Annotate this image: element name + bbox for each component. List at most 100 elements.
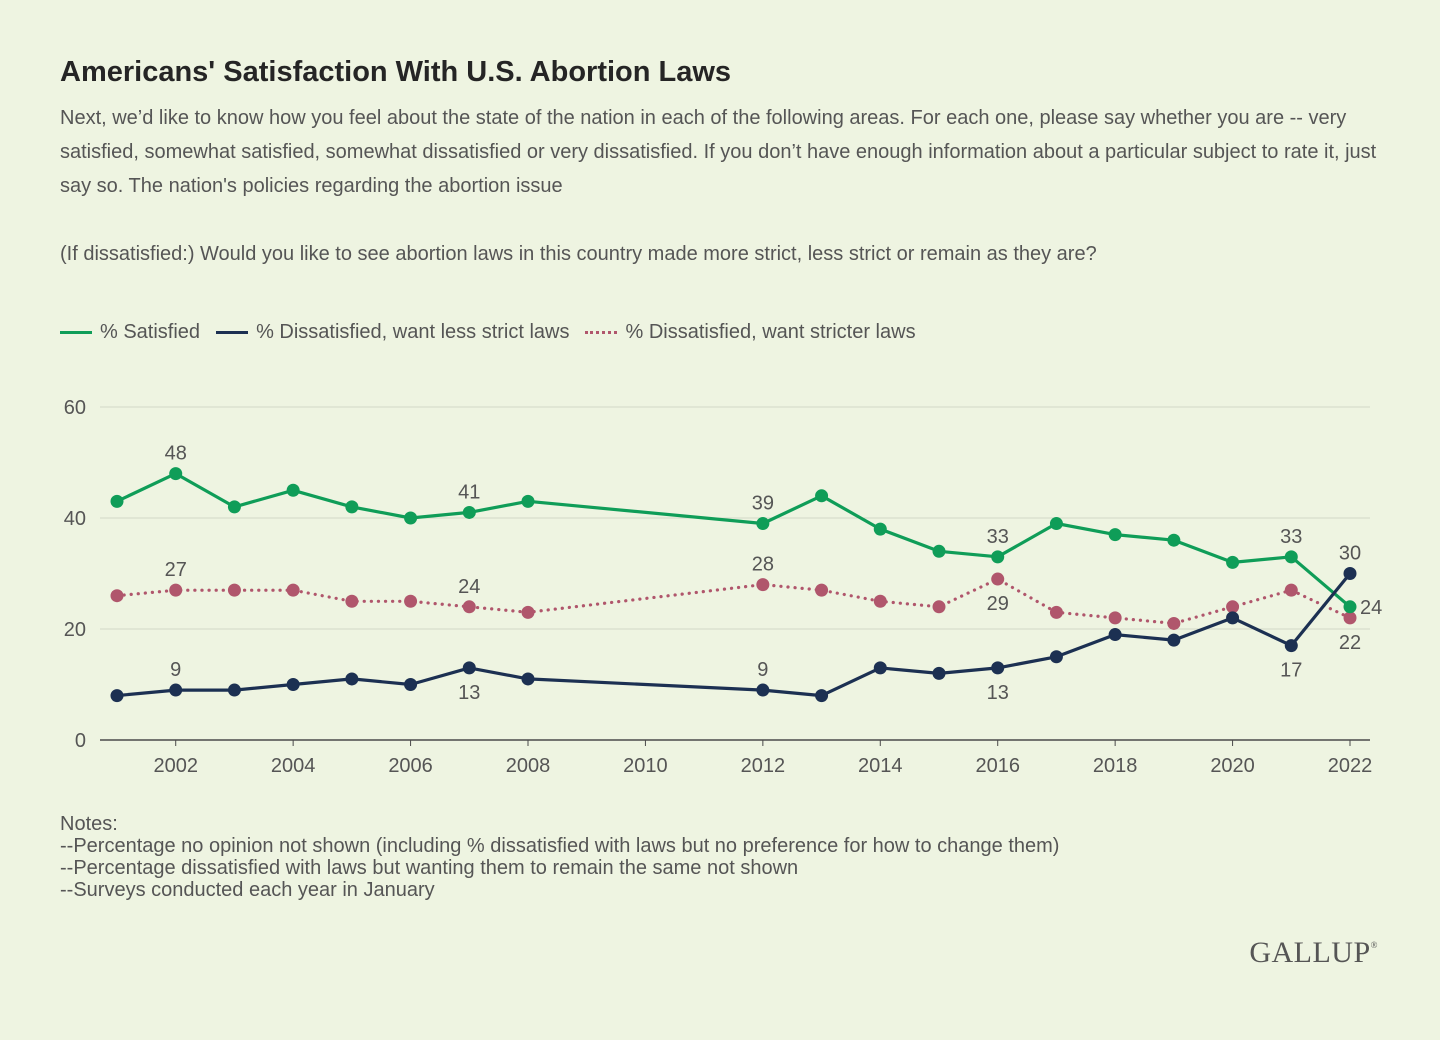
legend-label-less-strict: % Dissatisfied, want less strict laws: [256, 320, 570, 343]
data-point-satisfied: [1108, 528, 1122, 542]
x-tick-label: 2014: [858, 755, 903, 777]
data-point-less-strict: [1108, 628, 1122, 642]
data-point-stricter: [227, 583, 241, 597]
series-line-stricter: [115, 577, 1352, 625]
x-tick-label: 2012: [741, 755, 786, 777]
legend-swatch-satisfied: [60, 330, 92, 334]
y-tick-label: 40: [64, 508, 86, 530]
legend-item-stricter: % Dissatisfied, want stricter laws: [585, 320, 916, 344]
chart-notes: Notes: --Percentage no opinion not shown…: [60, 813, 1059, 901]
legend-item-less-strict: % Dissatisfied, want less strict laws: [216, 321, 569, 344]
data-point-satisfied: [932, 544, 946, 558]
chart-legend: % Satisfied % Dissatisfied, want less st…: [60, 317, 932, 347]
data-label-less-strict: 17: [1280, 660, 1302, 682]
x-tick-label: 2022: [1328, 755, 1373, 777]
data-label-satisfied: 48: [165, 443, 187, 465]
data-point-less-strict: [345, 672, 359, 686]
data-point-less-strict: [932, 666, 946, 680]
x-tick-label: 2018: [1093, 755, 1138, 777]
data-label-stricter: 22: [1339, 632, 1361, 654]
data-point-satisfied: [286, 483, 300, 497]
data-point-satisfied: [462, 505, 476, 519]
data-point-less-strict: [169, 683, 183, 697]
data-point-stricter: [1167, 616, 1181, 630]
data-point-satisfied: [345, 500, 359, 514]
legend-swatch-less-strict: [216, 330, 249, 334]
note-line: --Surveys conducted each year in January: [60, 879, 435, 901]
data-point-stricter: [345, 594, 359, 608]
data-point-stricter: [815, 583, 829, 597]
data-label-less-strict: 9: [757, 659, 768, 681]
data-point-less-strict: [521, 672, 535, 686]
data-point-less-strict: [227, 683, 241, 697]
data-point-less-strict: [286, 678, 300, 691]
series-line-satisfied: [115, 471, 1352, 609]
data-point-satisfied: [521, 494, 535, 508]
data-label-stricter: 28: [752, 554, 774, 576]
data-point-less-strict: [815, 689, 829, 703]
data-label-stricter: 24: [458, 576, 480, 598]
data-point-satisfied: [815, 489, 829, 503]
data-point-stricter: [756, 578, 770, 592]
y-tick-label: 60: [64, 397, 86, 419]
data-point-stricter: [404, 594, 418, 608]
brand-name: GALLUP: [1249, 936, 1371, 969]
data-point-less-strict: [1167, 633, 1181, 647]
data-point-satisfied: [1167, 533, 1181, 547]
data-label-satisfied: 33: [987, 526, 1009, 548]
x-tick-label: 2016: [975, 755, 1020, 777]
data-point-stricter: [1049, 605, 1063, 619]
data-point-less-strict: [873, 661, 887, 675]
followup-question: (If dissatisfied:) Would you like to see…: [60, 243, 1097, 265]
data-point-stricter: [991, 572, 1005, 586]
survey-question: Next, we’d like to know how you feel abo…: [60, 107, 1377, 197]
legend-swatch-stricter: [585, 330, 618, 334]
line-chart: 0 20 40 60 2002 2004 2006 2008 2010 2012 2014 2016 2…: [64, 397, 1383, 777]
data-point-satisfied: [169, 467, 183, 481]
legend-label-stricter: % Dissatisfied, want stricter laws: [625, 320, 916, 343]
data-point-satisfied: [1284, 550, 1298, 564]
data-label-satisfied: 39: [752, 493, 774, 515]
data-point-less-strict: [1049, 650, 1063, 664]
data-label-less-strict: 9: [170, 659, 181, 681]
data-point-less-strict: [404, 678, 418, 691]
data-point-stricter: [1343, 611, 1357, 625]
data-point-satisfied: [991, 550, 1005, 564]
data-point-stricter: [169, 583, 183, 597]
data-point-stricter: [521, 605, 535, 619]
data-label-less-strict: 13: [458, 682, 480, 704]
x-tick-label: 2006: [388, 755, 433, 777]
data-point-less-strict: [110, 689, 124, 703]
data-point-less-strict: [756, 683, 770, 697]
legend-item-satisfied: % Satisfied: [60, 321, 200, 344]
x-tick-label: 2004: [271, 755, 316, 777]
data-point-satisfied: [1226, 555, 1240, 569]
data-point-satisfied: [404, 511, 418, 525]
data-point-less-strict: [1226, 611, 1240, 625]
x-tick-label: 2002: [153, 755, 198, 777]
data-point-satisfied: [110, 494, 124, 508]
data-point-satisfied: [227, 500, 241, 514]
chart-title: Americans' Satisfaction With U.S. Aborti…: [60, 56, 732, 88]
note-line: --Percentage no opinion not shown (inclu…: [60, 835, 1060, 857]
data-point-stricter: [1226, 600, 1240, 614]
registered-mark: ®: [1370, 940, 1378, 950]
data-point-stricter: [1108, 611, 1122, 625]
legend-label-satisfied: % Satisfied: [100, 320, 201, 343]
data-label-less-strict: 13: [987, 682, 1009, 704]
data-label-satisfied: 41: [458, 481, 480, 503]
data-point-less-strict: [1284, 639, 1298, 653]
data-point-satisfied: [756, 517, 770, 531]
data-point-stricter: [873, 594, 887, 608]
data-point-stricter: [932, 600, 946, 614]
data-point-satisfied: [873, 522, 887, 536]
gallup-logo: GALLUP®: [1249, 936, 1378, 970]
data-point-satisfied: [1343, 600, 1357, 614]
x-tick-label: 2008: [506, 755, 551, 777]
data-point-stricter: [1284, 583, 1298, 597]
data-label-satisfied: 24: [1360, 597, 1382, 619]
data-point-less-strict: [462, 661, 476, 675]
data-label-stricter: 27: [165, 559, 187, 581]
data-point-less-strict: [1343, 567, 1357, 580]
data-point-less-strict: [991, 661, 1005, 675]
